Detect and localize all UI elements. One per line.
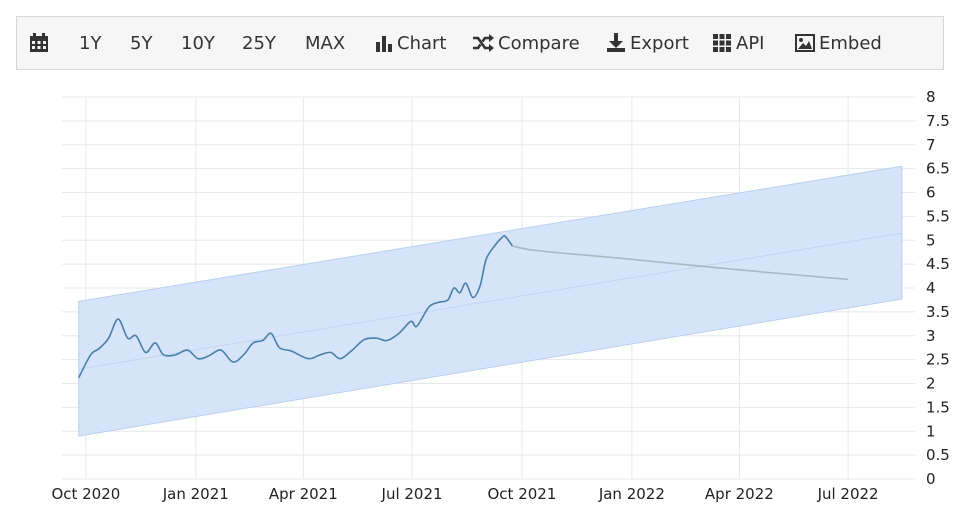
export-label: Export <box>630 32 689 54</box>
y-tick-label: 1.5 <box>926 398 950 416</box>
trend-center-line <box>78 232 902 370</box>
range-25y-button[interactable]: 25Y <box>242 32 276 54</box>
chart-toolbar: 1Y 5Y 10Y 25Y MAX Chart Compare <box>16 16 944 70</box>
image-icon <box>795 34 815 52</box>
y-tick-label: 5.5 <box>926 207 950 225</box>
x-tick-label: Apr 2022 <box>705 485 774 503</box>
x-tick-label: Jan 2021 <box>162 485 229 503</box>
x-tick-label: Jul 2022 <box>817 485 879 503</box>
y-tick-label: 0 <box>926 470 936 488</box>
y-tick-label: 6.5 <box>926 160 950 178</box>
embed-button[interactable]: Embed <box>795 17 882 69</box>
api-label: API <box>736 32 765 54</box>
range-5y-button[interactable]: 5Y <box>130 32 153 54</box>
bar-chart-icon <box>375 34 393 52</box>
y-tick-label: 7 <box>926 136 936 154</box>
embed-label: Embed <box>819 32 882 54</box>
export-button[interactable]: Export <box>606 17 689 69</box>
range-1y-button[interactable]: 1Y <box>79 32 102 54</box>
actual-series-line <box>78 235 514 379</box>
series-layer <box>78 235 849 379</box>
api-button[interactable]: API <box>712 17 764 69</box>
calendar-icon <box>29 33 49 53</box>
y-tick-label: 5 <box>926 231 936 249</box>
chart-type-button[interactable]: Chart <box>375 17 446 69</box>
y-tick-label: 0.5 <box>926 446 950 464</box>
range-10y-button[interactable]: 10Y <box>181 32 215 54</box>
y-tick-label: 1 <box>926 422 936 440</box>
y-tick-label: 8 <box>926 88 936 106</box>
chart-type-label: Chart <box>397 32 447 54</box>
y-tick-label: 3 <box>926 327 936 345</box>
x-tick-label: Oct 2020 <box>51 485 120 503</box>
calendar-button[interactable] <box>29 17 53 69</box>
y-tick-label: 4 <box>926 279 936 297</box>
x-tick-label: Jan 2022 <box>598 485 665 503</box>
y-tick-label: 6 <box>926 184 936 202</box>
trend-band-layer <box>78 165 903 437</box>
compare-button[interactable]: Compare <box>472 17 580 69</box>
y-tick-label: 4.5 <box>926 255 950 273</box>
y-tick-label: 3.5 <box>926 303 950 321</box>
grid-icon <box>712 33 732 53</box>
shuffle-icon <box>472 34 494 52</box>
x-tick-label: Jul 2021 <box>381 485 443 503</box>
y-tick-label: 2.5 <box>926 351 950 369</box>
forecast-line <box>512 245 849 281</box>
y-tick-label: 7.5 <box>926 112 950 130</box>
x-tick-label: Oct 2021 <box>488 485 557 503</box>
range-max-button[interactable]: MAX <box>305 32 346 54</box>
x-axis: Oct 2020 Jan 2021 Apr 2021 Jul 2021 Oct 2021… <box>51 485 878 503</box>
compare-label: Compare <box>498 32 580 54</box>
y-axis: 0 0.5 1 1.5 2 2.5 3 3.5 4 4.5 5 5.5 6 6.5 7 7.5 8 <box>926 88 950 488</box>
y-tick-label: 2 <box>926 375 936 393</box>
download-icon <box>606 33 626 53</box>
x-tick-label: Apr 2021 <box>269 485 338 503</box>
